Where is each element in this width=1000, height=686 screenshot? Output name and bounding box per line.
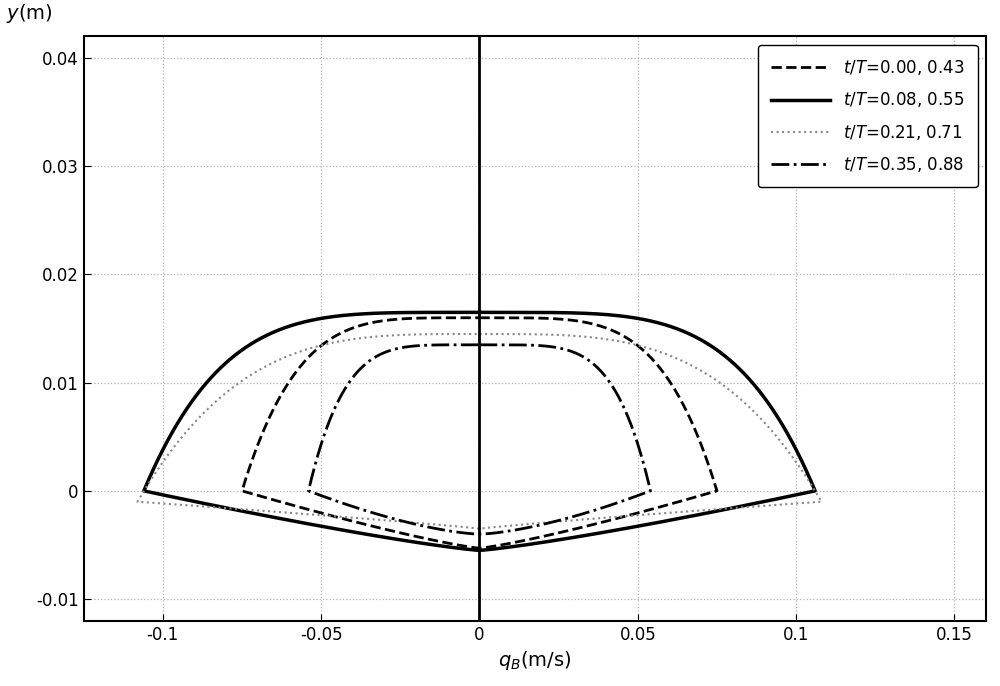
$t/T$=0.08, 0.55 [205,374,217,382]
$t/T$=0.21, 0.71 [200,407,212,415]
$t/T$=0.35, 0.88 [309,489,321,497]
Line: $t/T$=0.35, 0.88: $t/T$=0.35, 0.88 [309,345,650,534]
$t/T$=0.21, 0.71 [217,392,229,400]
$t/T$=0.35, 0.88 [334,394,346,403]
$t/T$=0.35, 0.88 [327,496,339,504]
$t/T$=0.21, 0.71 [473,330,485,338]
$t/T$=0.00, 0.43 [248,490,260,498]
$t/T$=0.00, 0.43 [473,314,485,322]
$t/T$=0.08, 0.55 [473,546,485,554]
$t/T$=0.00, 0.43 [258,426,270,434]
Legend: $t/T$=0.00, 0.43, $t/T$=0.08, 0.55, $t/T$=0.21, 0.71, $t/T$=0.35, 0.88: $t/T$=0.00, 0.43, $t/T$=0.08, 0.55, $t/T… [758,45,978,187]
$t/T$=0.35, 0.88 [473,530,485,539]
$t/T$=0.35, 0.88 [638,460,650,469]
$t/T$=0.21, 0.71 [473,330,485,338]
$t/T$=0.21, 0.71 [171,439,183,447]
$t/T$=0.35, 0.88 [473,341,485,349]
$t/T$=0.00, 0.43 [283,377,295,386]
Line: $t/T$=0.00, 0.43: $t/T$=0.00, 0.43 [242,318,717,548]
$t/T$=0.35, 0.88 [317,436,329,444]
$t/T$=0.08, 0.55 [473,308,485,316]
$t/T$=0.08, 0.55 [197,499,209,508]
$t/T$=0.35, 0.88 [327,408,339,416]
$t/T$=0.00, 0.43 [473,314,485,322]
$t/T$=0.21, 0.71 [473,525,485,533]
$t/T$=0.08, 0.55 [191,390,203,399]
Line: $t/T$=0.21, 0.71: $t/T$=0.21, 0.71 [138,334,821,529]
$t/T$=0.35, 0.88 [473,341,485,349]
$t/T$=0.00, 0.43 [701,456,713,464]
$t/T$=0.00, 0.43 [473,544,485,552]
$t/T$=0.00, 0.43 [278,499,290,507]
$t/T$=0.08, 0.55 [168,425,180,433]
$t/T$=0.08, 0.55 [473,308,485,316]
$t/T$=0.08, 0.55 [795,455,807,463]
$t/T$=0.21, 0.71 [797,467,809,475]
Line: $t/T$=0.08, 0.55: $t/T$=0.08, 0.55 [144,312,815,550]
$t/T$=0.21, 0.71 [154,499,166,508]
Y-axis label: $y$(m): $y$(m) [6,2,53,25]
$t/T$=0.00, 0.43 [274,393,286,401]
$t/T$=0.08, 0.55 [154,490,166,499]
X-axis label: $q_{B}$(m/s): $q_{B}$(m/s) [498,649,572,672]
$t/T$=0.21, 0.71 [210,504,222,512]
